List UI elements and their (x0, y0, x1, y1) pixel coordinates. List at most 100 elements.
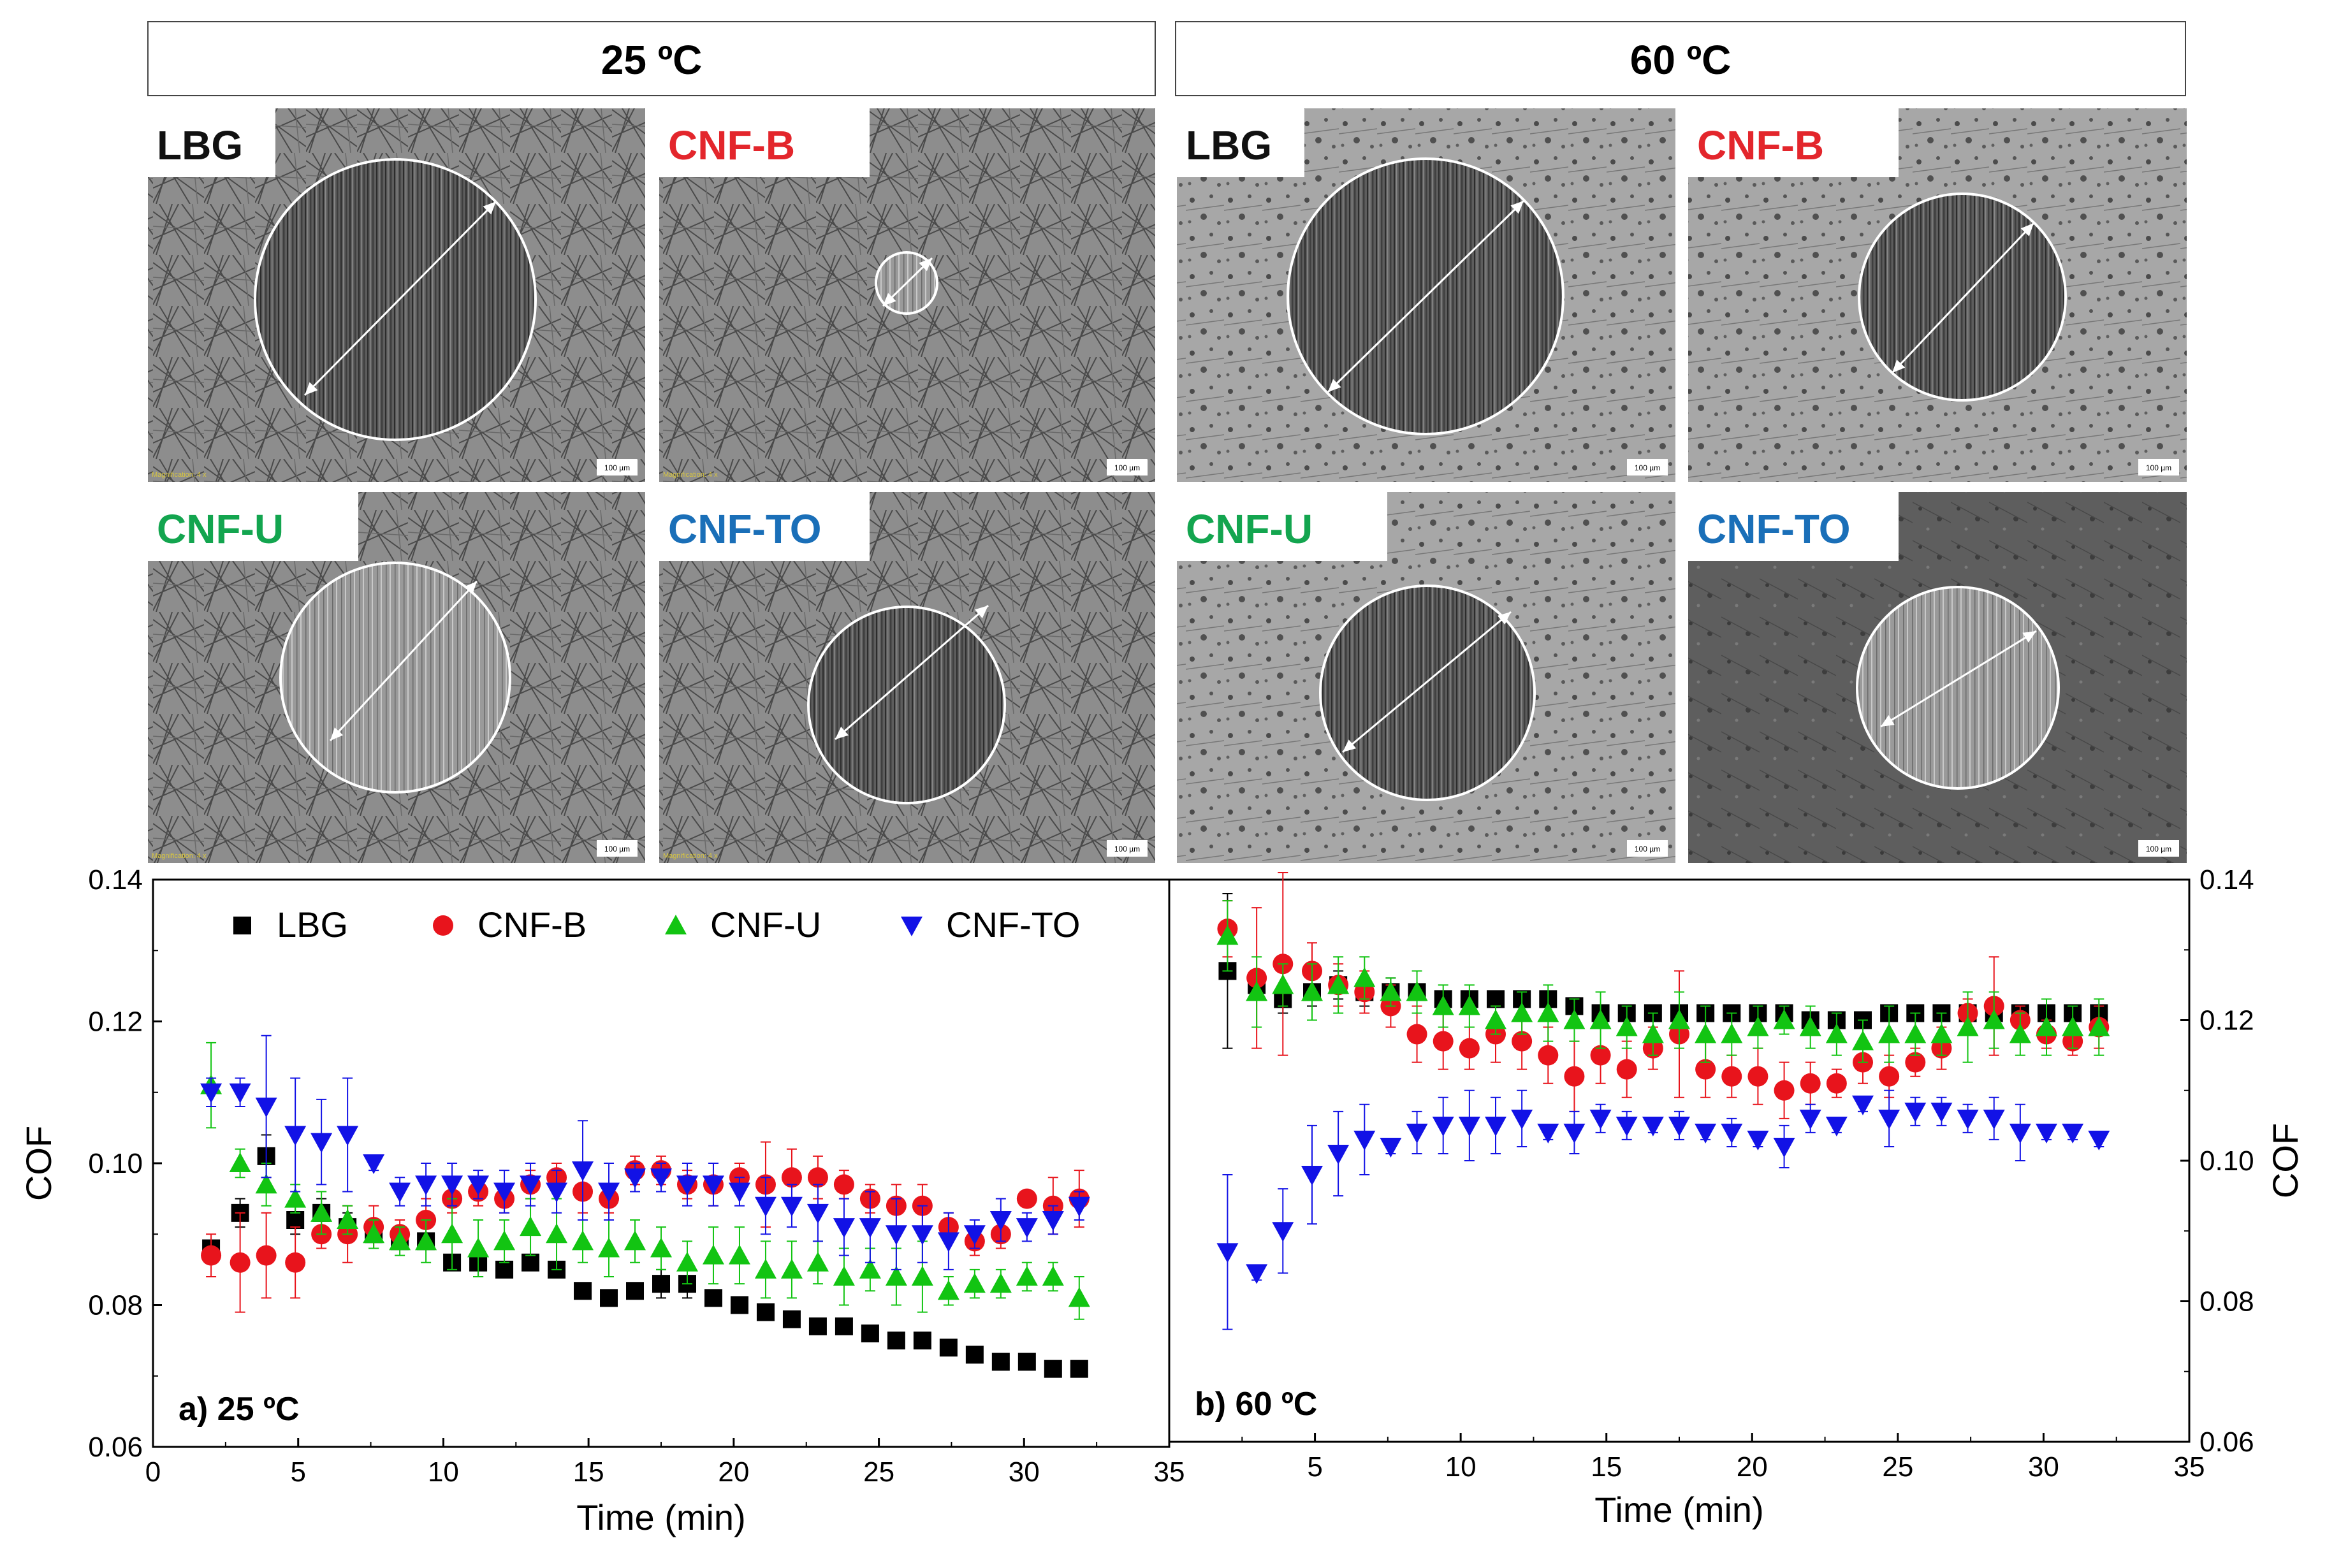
data-point (1852, 1030, 1874, 1050)
data-point (861, 1325, 879, 1342)
data-point (965, 1346, 984, 1364)
diameter-line (1327, 200, 1525, 393)
diameter-line (329, 580, 478, 742)
scale-bar-text: 100 µm (1635, 845, 1660, 853)
data-point (1695, 1123, 1717, 1143)
scale-bar-text: 100 µm (604, 845, 630, 853)
data-point (229, 1083, 251, 1103)
series-cnf-to (1216, 1089, 2110, 1330)
x-tick-label: 10 (1445, 1451, 1477, 1483)
x-axis-title: Time (min) (1594, 1490, 1763, 1530)
y-tick-label: 0.14 (88, 864, 143, 896)
data-point (1537, 1123, 1559, 1143)
arrow-head (1497, 612, 1511, 625)
data-point (1904, 1102, 1927, 1122)
arrow-head (483, 201, 496, 215)
data-point (835, 1317, 853, 1335)
data-point (780, 1258, 803, 1279)
data-point (1432, 995, 1454, 1015)
data-point (1537, 1002, 1559, 1022)
arrow-tail (1328, 379, 1341, 392)
sample-label: CNF-U (1186, 506, 1313, 552)
data-point (650, 1237, 672, 1258)
data-point (833, 1266, 855, 1286)
data-point (2036, 1016, 2057, 1036)
data-point (495, 1260, 514, 1279)
data-point (441, 1175, 463, 1196)
data-point (1432, 1116, 1454, 1136)
x-tick-label: 20 (718, 1456, 749, 1488)
arrow-head (1510, 201, 1524, 214)
arrow-tail (330, 727, 344, 741)
data-point (2062, 1123, 2084, 1143)
data-point (415, 1175, 437, 1196)
data-point (363, 1223, 385, 1244)
diameter-line (1342, 611, 1512, 753)
sample-label: CNF-TO (1697, 506, 1851, 552)
data-point (572, 1230, 594, 1251)
y-tick-label: 0.14 (2199, 864, 2254, 896)
scale-bar-text: 100 µm (1635, 463, 1660, 472)
data-point (310, 1133, 333, 1153)
data-point (1406, 1024, 1427, 1045)
wear-scar-outline (875, 251, 938, 315)
data-point (1616, 1059, 1637, 1080)
legend-marker (433, 915, 453, 936)
data-point (1512, 1031, 1533, 1052)
data-point (546, 1223, 568, 1244)
data-point (1246, 1264, 1268, 1284)
data-point (1272, 974, 1294, 994)
data-point (1511, 1002, 1533, 1022)
legend-label: LBG (277, 904, 348, 945)
scale-bar-text: 100 µm (604, 463, 630, 472)
magnification-text: Magnification: 4 x (152, 471, 207, 479)
data-point (808, 1317, 827, 1335)
data-point (887, 1332, 905, 1350)
data-point (624, 1230, 646, 1251)
scale-bar-text: 100 µm (2146, 845, 2171, 853)
x-tick-label: 15 (1591, 1451, 1622, 1483)
data-point (650, 1168, 672, 1189)
x-tick-label: 35 (2174, 1451, 2205, 1483)
data-point (1878, 1109, 1900, 1129)
data-point (1721, 1123, 1743, 1143)
data-point (704, 1289, 722, 1307)
legend: LBG CNF-B CNF-U CNF-TO (233, 904, 1081, 945)
x-axis-title: Time (min) (576, 1497, 745, 1537)
data-point (256, 1245, 277, 1266)
data-point (389, 1230, 411, 1251)
data-point (782, 1310, 801, 1328)
data-point (833, 1174, 854, 1195)
data-point (756, 1303, 775, 1321)
data-point (441, 1223, 463, 1244)
data-point (806, 1251, 829, 1272)
series-cnf-u (200, 1042, 1090, 1320)
y-tick-label: 0.12 (88, 1006, 143, 1038)
data-point (1721, 1066, 1742, 1087)
data-point (2088, 1130, 2110, 1151)
panel-title: b) 60 ºC (1195, 1386, 1317, 1423)
data-point (1042, 1211, 1064, 1231)
scale-bar-box (1627, 840, 1668, 857)
data-point (1380, 1137, 1402, 1158)
legend-label: CNF-U (710, 904, 821, 945)
data-point (1301, 981, 1323, 1001)
data-point (728, 1182, 750, 1203)
data-point (1825, 1023, 1848, 1043)
magnification-text: Magnification: 4 x (663, 852, 718, 860)
data-point (1538, 1045, 1559, 1066)
wear-scar-outline (807, 606, 1006, 804)
header-60c: 60 ºC (1630, 37, 1732, 83)
wear-scar (281, 563, 510, 792)
data-point (781, 1167, 802, 1188)
data-point (754, 1196, 777, 1217)
series-cnf-to (200, 1034, 1090, 1270)
sample-label: CNF-TO (668, 506, 822, 552)
magnification-text: Magnification: 4 x (663, 471, 718, 479)
legend-marker (665, 915, 687, 934)
data-point (1068, 1196, 1090, 1217)
diameter-line (1880, 630, 2037, 728)
data-point (1485, 1009, 1506, 1029)
wear-scar (808, 607, 1005, 803)
